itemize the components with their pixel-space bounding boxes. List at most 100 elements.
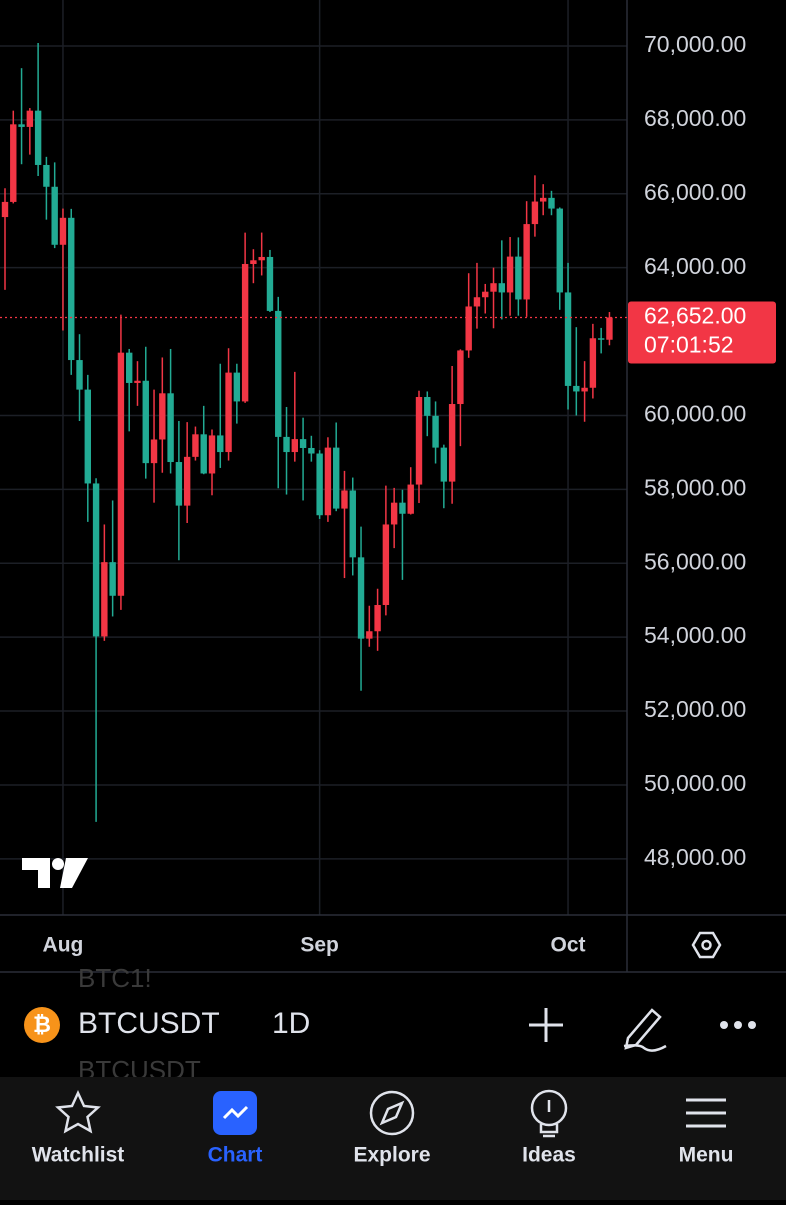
candle-body [374,605,381,632]
candle-body [34,110,42,165]
candle-body [134,380,141,383]
add-button[interactable] [529,1008,563,1042]
candle-body [498,283,505,293]
ghost-symbol: BTC1! [78,963,152,993]
candle-body [84,389,91,484]
nav-icon-chart[interactable] [213,1091,257,1135]
candle-body [225,372,232,453]
candle-body [241,263,249,402]
nav-label[interactable]: Watchlist [32,1144,125,1167]
candle-body [390,502,398,525]
candle-body [167,393,174,463]
candle-body [308,447,315,454]
candle-body [59,217,67,245]
nav-icon-ideas[interactable] [530,1089,568,1138]
y-tick-label: 60,000.00 [644,401,746,427]
y-tick-label: 58,000.00 [644,474,746,500]
more-button[interactable] [720,1021,756,1029]
candle-body [407,484,414,514]
candle-body [68,217,75,361]
candle-body [523,224,530,300]
y-tick-label: 70,000.00 [644,31,746,57]
last-price-tag [628,301,776,364]
y-tick-label: 56,000.00 [644,548,746,574]
candle-body [349,490,356,558]
nav-bar [0,1077,786,1200]
candles [1,43,613,822]
candle-body [26,110,34,127]
candle-body [465,306,472,351]
y-tick-label: 50,000.00 [644,770,746,796]
candle-body [333,447,340,509]
grid [0,0,627,915]
y-tick-label: 66,000.00 [644,179,746,205]
nav-icon-menu[interactable] [686,1098,726,1128]
axes: 48,000.00 50,000.00 52,000.00 54,000.00 56,0… [0,31,776,957]
candle-body [217,435,224,453]
candle-body [233,372,241,402]
candle-body [357,557,365,639]
candle-body [126,352,133,383]
settings-button[interactable] [691,931,722,959]
candle-body [382,524,390,606]
candle-body [341,490,348,509]
candle-body [366,631,373,639]
candle-body [150,439,158,464]
symbol[interactable]: BTCUSDT [78,1007,220,1040]
candle-body [606,317,613,340]
candle-body [1,201,9,218]
candle-body [540,197,547,202]
nav-label[interactable]: Ideas [522,1144,576,1167]
candle-body [399,502,406,514]
bitcoin-icon: ₿ [24,1007,60,1043]
nav-labels: Watchlist Chart Explore Ideas Menu [32,1144,734,1167]
candle-body [10,124,17,202]
y-tick-label: 68,000.00 [644,105,746,131]
candle-body [175,462,183,506]
y-tick-label: 52,000.00 [644,696,746,722]
candle-body [101,562,108,637]
candle-body [200,434,207,474]
candle-body [490,283,497,292]
tv-logo [22,858,88,888]
nav-label[interactable]: Explore [353,1144,430,1167]
interval[interactable]: 1D [272,1007,310,1040]
candle-body [159,393,166,440]
candle-body [183,456,191,506]
candle-body [324,447,332,516]
candle-body [457,350,464,405]
y-tick-label: 54,000.00 [644,622,746,648]
last-price-label: 62,652.00 [644,303,746,329]
candle-body [283,436,290,453]
candle-body [76,360,83,390]
candle-body [473,297,481,307]
candle-body [415,396,423,485]
y-tick-label: 48,000.00 [644,844,746,870]
candle-body [573,385,580,392]
draw-button[interactable] [623,1008,667,1052]
nav-label[interactable]: Menu [679,1144,734,1167]
candle-body [531,201,539,225]
candle-body [548,197,555,209]
candle-body [556,208,563,293]
nav-icon-explore[interactable] [369,1090,415,1136]
countdown: 07:01:52 [644,332,734,358]
candle-body [424,396,431,416]
candle-body [589,338,597,388]
candle-body [142,380,149,464]
candle-body [506,256,514,293]
candle-body [92,483,100,637]
candle-body [258,256,265,261]
candle-body [43,164,50,187]
nav-icon-watchlist[interactable] [55,1090,101,1134]
candle-body [250,260,257,264]
candle-body [316,453,323,516]
candle-body [482,291,489,298]
nav-label[interactable]: Chart [208,1144,263,1167]
y-tick-label: 64,000.00 [644,253,746,279]
candle-body [440,447,448,482]
candle-body [109,562,116,596]
candle-body [266,256,274,311]
candle-body [117,352,125,596]
